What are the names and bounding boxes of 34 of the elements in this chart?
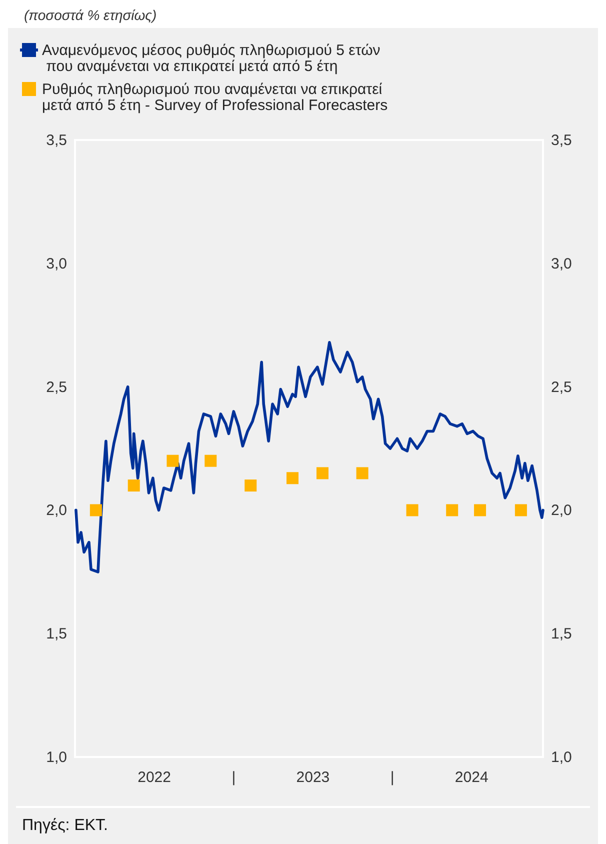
y-tick-label: 3,0 bbox=[46, 255, 67, 272]
x-tick-label: 2023 bbox=[296, 769, 330, 786]
point bbox=[446, 504, 458, 516]
y2-tick-label: 2,5 bbox=[551, 378, 572, 396]
y2-tick-label: 1,5 bbox=[551, 626, 572, 643]
point bbox=[286, 472, 298, 484]
text: Πηγές: ΕΚΤ. bbox=[22, 817, 108, 834]
y-tick-label: 2,5 bbox=[46, 378, 67, 396]
point bbox=[316, 467, 328, 480]
point bbox=[514, 504, 527, 516]
y-tick-label: 2,0 bbox=[46, 502, 67, 520]
point bbox=[128, 480, 140, 492]
legend-label: Αναμενόμενος μέσος ρυθμός πληθωρισμού 5 ετών που αναμένεται να επικρατεί μετά από 5 έτη bbox=[42, 42, 380, 75]
y2-tick-label: 2,0 bbox=[551, 502, 572, 520]
x-tick-label: | bbox=[232, 769, 236, 786]
point bbox=[406, 504, 418, 516]
y2-tick-label: 1,0 bbox=[551, 749, 572, 766]
line-series bbox=[74, 340, 544, 574]
point bbox=[244, 480, 257, 492]
point bbox=[166, 454, 179, 467]
y2-tick-label: 3,5 bbox=[551, 132, 572, 149]
y-tick-label: 3,5 bbox=[46, 132, 67, 149]
x-tick-label: | bbox=[390, 769, 394, 786]
chart-subtitle: (ποσοστά % ετησίως) bbox=[24, 7, 157, 23]
y-tick-label: 1,5 bbox=[46, 626, 67, 643]
point bbox=[90, 504, 102, 516]
point bbox=[356, 467, 368, 480]
point bbox=[204, 454, 217, 467]
point bbox=[474, 504, 486, 516]
y2-tick-label: 3,0 bbox=[551, 255, 572, 272]
x-tick-label: 2022 bbox=[138, 769, 172, 786]
y-tick-label: 1,0 bbox=[46, 749, 67, 766]
x-tick-label: 2024 bbox=[454, 769, 488, 786]
legend-label: Ρυθμός πληθωρισμού που αναμένεται να επικρατεί μετά από 5 έτη - Survey of Professional Forecasters bbox=[42, 81, 388, 114]
